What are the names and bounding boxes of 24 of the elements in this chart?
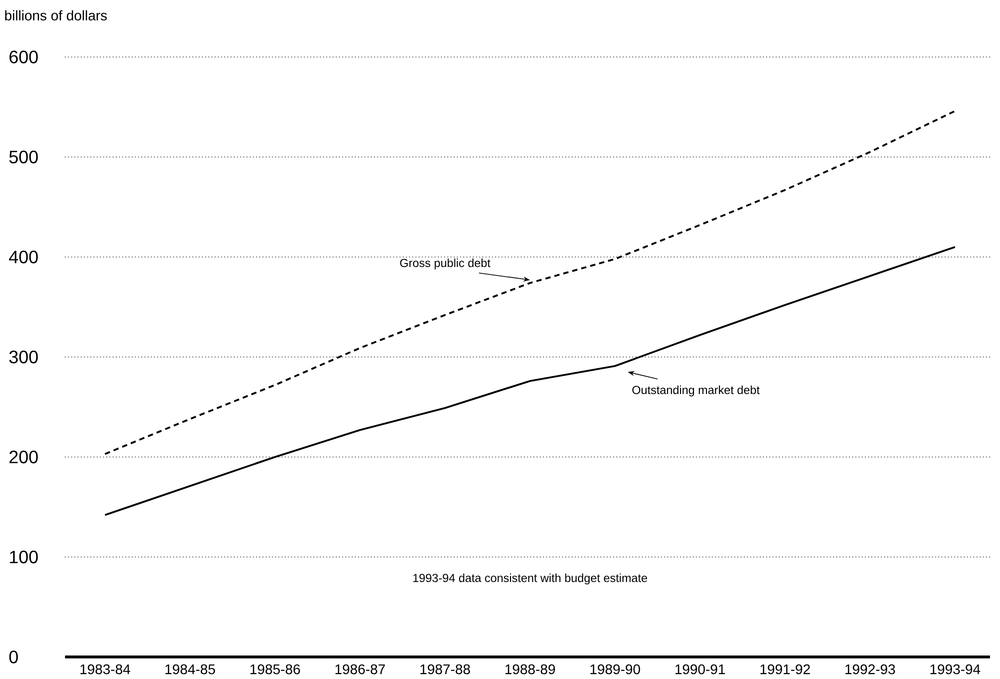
x-tick-label: 1988-89 — [505, 664, 555, 674]
x-tick-label: 1986-87 — [335, 664, 385, 674]
y-tick-label: 0 — [9, 650, 18, 664]
y-tick-label: 600 — [10, 50, 38, 64]
x-tick-label: 1983-84 — [80, 664, 130, 674]
x-tick-label: 1985-86 — [250, 664, 300, 674]
x-tick-label: 1993-94 — [930, 664, 980, 674]
y-tick-label: 500 — [9, 150, 38, 164]
y-axis-title: billions of dollars — [5, 10, 107, 21]
x-tick-label: 1992-93 — [845, 664, 895, 674]
x-tick-label: 1990-91 — [675, 664, 725, 674]
text: Gross public debt — [400, 258, 490, 270]
annotation: 1993-94 data consistent with budget estimate — [413, 574, 648, 585]
x-tick-label: 1984-85 — [165, 664, 215, 674]
y-tick-label: 100 — [10, 550, 38, 564]
x-tick-label: 1989-90 — [590, 664, 640, 674]
line-series — [104, 110, 956, 456]
y-tick-label: 300 — [9, 350, 38, 364]
line-series — [104, 246, 956, 516]
legend-label: Outstanding market debt — [632, 386, 760, 397]
y-tick-label: 400 — [9, 250, 38, 264]
x-tick-label: 1987-88 — [420, 664, 470, 674]
y-tick-label: 200 — [10, 450, 38, 464]
x-tick-label: 1991-92 — [760, 664, 810, 674]
